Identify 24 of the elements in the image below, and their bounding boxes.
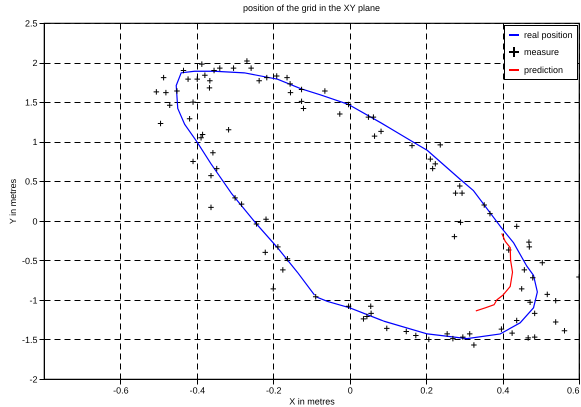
y-tick-label: -1.5 [22, 334, 38, 345]
y-tick-label: 1 [32, 137, 38, 148]
x-tick-label: 0.4 [496, 386, 510, 396]
x-tick-label: 0.2 [420, 386, 433, 396]
y-tick-label: 0.5 [24, 176, 38, 187]
y-tick-label: 0 [32, 216, 38, 226]
line-series [475, 232, 514, 312]
y-tick-label: -1 [29, 295, 38, 306]
chart-title: position of the grid in the XY plane [243, 3, 380, 13]
x-axis-title: X in metres [289, 396, 336, 406]
y-tick-label: 2 [32, 58, 38, 68]
y-tick-label: 1.5 [24, 98, 38, 108]
legend-label: measure [524, 47, 560, 57]
legend-label: real position [524, 30, 573, 40]
x-tick-label: -0.2 [266, 386, 282, 396]
y-tick-label: -0.5 [22, 256, 38, 266]
legend-label: prediction [524, 65, 564, 75]
y-tick-label: 2.5 [24, 18, 38, 28]
y-axis-title: Y in metres [8, 178, 18, 224]
y-tick-label: -2 [29, 374, 38, 384]
x-tick-label: 0.6 [566, 386, 580, 396]
x-tick-label: 0 [348, 386, 353, 396]
x-tick-label: -0.4 [190, 386, 206, 396]
x-tick-label: -0.6 [113, 386, 129, 396]
